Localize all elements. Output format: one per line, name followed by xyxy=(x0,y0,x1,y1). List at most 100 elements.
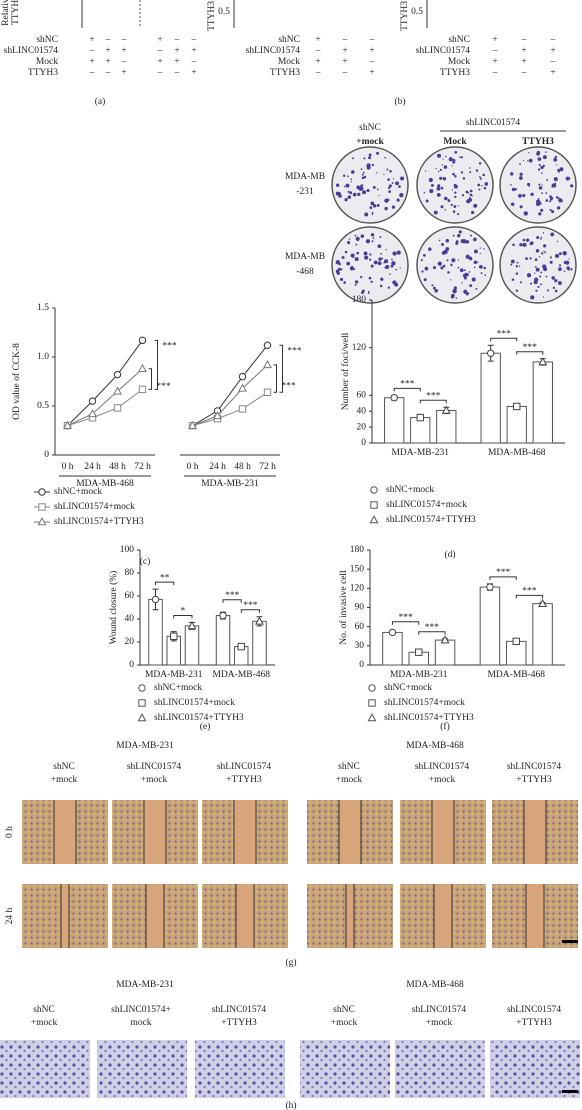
colony xyxy=(431,284,434,287)
column-label: +mock xyxy=(51,775,78,785)
group-title: MDA-MB-231 xyxy=(116,980,174,990)
bar xyxy=(532,603,553,666)
x-tick-label: 72 h xyxy=(259,462,276,472)
colony xyxy=(550,196,554,200)
colony xyxy=(514,188,518,191)
legend-label: shLINC01574+mock xyxy=(54,502,135,512)
colony xyxy=(549,260,553,264)
row-label: -468 xyxy=(296,267,314,277)
colony xyxy=(542,155,547,160)
point xyxy=(138,385,147,394)
colony xyxy=(523,211,528,216)
legend-marker xyxy=(37,517,47,526)
colony xyxy=(480,272,483,275)
colony xyxy=(527,160,529,162)
colony xyxy=(347,190,350,193)
colony xyxy=(391,258,393,261)
colony xyxy=(554,279,558,283)
colony xyxy=(335,260,340,265)
colony xyxy=(438,239,441,242)
colony xyxy=(346,261,351,266)
colony xyxy=(542,296,545,298)
point xyxy=(113,386,122,395)
sig-bracket xyxy=(154,339,158,390)
x-tick-label: 48 h xyxy=(109,462,126,472)
sign: + xyxy=(191,68,196,78)
group-label: MDA-MB-468 xyxy=(76,479,134,489)
colony xyxy=(337,267,342,271)
sig-bracket xyxy=(393,387,421,392)
point xyxy=(416,413,424,422)
colony xyxy=(525,257,528,261)
colony xyxy=(445,239,450,243)
sig-bracket xyxy=(148,368,152,390)
significance: * xyxy=(180,607,185,617)
colony xyxy=(452,234,455,237)
bar xyxy=(532,361,553,444)
row-label: MDA-MB xyxy=(285,172,325,182)
legend-marker xyxy=(370,486,378,494)
scale-bar xyxy=(562,940,578,943)
point xyxy=(187,621,197,630)
colony xyxy=(510,202,515,206)
significance: ** xyxy=(160,573,170,583)
y-axis-label: TTYH3 xyxy=(207,1,217,31)
colony xyxy=(567,268,570,271)
row-label: shLINC01574 xyxy=(246,46,301,56)
sign: – xyxy=(550,35,556,45)
point xyxy=(486,583,494,591)
colony xyxy=(535,249,540,253)
colony xyxy=(396,182,399,185)
colony xyxy=(541,184,543,186)
colony xyxy=(467,192,470,194)
row-label: TTYH3 xyxy=(28,68,58,78)
colony xyxy=(447,199,451,203)
sign: – xyxy=(342,68,348,78)
colony xyxy=(397,199,400,202)
y-tick-label: 40 xyxy=(125,614,135,624)
sign: – xyxy=(105,35,111,45)
colony xyxy=(479,175,481,178)
column-label: shNC xyxy=(333,1005,355,1015)
colony xyxy=(538,163,541,167)
column-label: shLINC01574 xyxy=(507,1005,562,1015)
colony xyxy=(432,266,437,270)
colony xyxy=(534,272,536,274)
colony xyxy=(457,212,460,216)
wound-gap xyxy=(54,800,76,864)
column-label: +TTYH3 xyxy=(226,775,262,785)
colony xyxy=(370,280,373,283)
row-label: 24 h xyxy=(5,907,15,924)
wound-gap xyxy=(234,800,256,864)
colony xyxy=(364,255,369,260)
sig-bracket xyxy=(279,344,283,393)
significance: *** xyxy=(287,346,302,356)
colony xyxy=(437,261,442,266)
legend-label: shLINC01574+TTYH3 xyxy=(386,515,476,525)
colony xyxy=(479,247,482,249)
sign: – xyxy=(315,68,321,78)
line xyxy=(67,364,268,427)
column-label: Mock xyxy=(443,137,467,147)
panel-label: (h) xyxy=(285,1100,296,1110)
colony xyxy=(352,157,355,160)
colony xyxy=(545,275,548,278)
colony xyxy=(450,295,455,299)
colony xyxy=(437,184,441,188)
column-label: +TTYH3 xyxy=(221,1018,257,1028)
colony xyxy=(442,264,446,268)
colony xyxy=(351,265,353,268)
colony xyxy=(469,234,472,237)
panel-label: (c) xyxy=(140,556,151,567)
colony xyxy=(448,157,453,162)
colony xyxy=(563,270,566,272)
sign: – xyxy=(121,35,127,45)
colony xyxy=(570,268,573,271)
colony xyxy=(430,183,434,187)
invasion-image xyxy=(395,1040,485,1098)
y-tick-label: 120 xyxy=(352,343,367,353)
significance: *** xyxy=(496,568,511,578)
colony xyxy=(372,185,376,189)
legend-marker xyxy=(370,501,378,509)
wound-gap xyxy=(61,884,69,948)
